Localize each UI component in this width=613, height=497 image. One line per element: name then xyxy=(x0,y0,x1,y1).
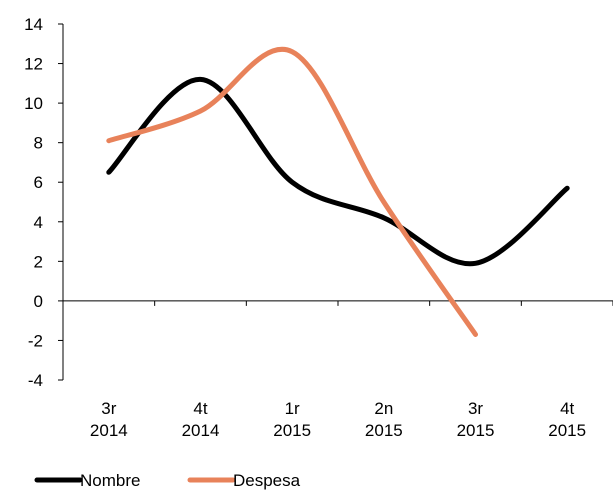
x-tick-label-line: 2014 xyxy=(182,421,220,440)
y-tick-label: 0 xyxy=(34,292,43,311)
x-tick-label: 3r 2014 xyxy=(90,399,128,440)
x-tick-label-line: 2014 xyxy=(90,421,128,440)
x-tick-label-line: 4t xyxy=(560,399,574,418)
series-line-nombre xyxy=(106,76,570,267)
x-tick-label-line: 2n xyxy=(374,399,393,418)
x-tick-label-line: 1r xyxy=(285,399,300,418)
x-tick-label: 3r 2015 xyxy=(457,399,495,440)
y-tick-label: -4 xyxy=(28,371,43,390)
y-tick-label: 2 xyxy=(34,252,43,271)
y-tick-label: 6 xyxy=(34,173,43,192)
series-lines xyxy=(106,46,570,337)
y-tick-label: 14 xyxy=(24,15,43,34)
y-tick-label: -2 xyxy=(28,331,43,350)
y-tick-label: 10 xyxy=(24,94,43,113)
y-axis: 14 12 10 8 6 4 2 0 -2 -4 xyxy=(24,15,64,390)
x-axis: 3r 2014 4t 2014 1r 2015 2n 2015 3r 2015 4t 2015 xyxy=(62,300,613,440)
x-tick-label-line: 2015 xyxy=(365,421,403,440)
x-tick-label: 4t 2015 xyxy=(548,399,586,440)
x-tick-label-line: 2015 xyxy=(548,421,586,440)
y-tick-label: 12 xyxy=(24,55,43,74)
x-tick-label-line: 2015 xyxy=(273,421,311,440)
x-tick-label-line: 3r xyxy=(468,399,483,418)
x-tick-label-line: 3r xyxy=(101,399,116,418)
x-tick-label: 1r 2015 xyxy=(273,399,311,440)
legend-label: Despesa xyxy=(233,471,301,490)
x-tick-label-line: 4t xyxy=(193,399,207,418)
x-tick-label: 2n 2015 xyxy=(365,399,403,440)
y-tick-label: 8 xyxy=(34,134,43,153)
y-tick-label: 4 xyxy=(34,213,43,232)
legend: Nombre Despesa xyxy=(34,471,301,490)
x-tick-label-line: 2015 xyxy=(457,421,495,440)
series-line-despesa xyxy=(106,46,478,337)
legend-label: Nombre xyxy=(80,471,140,490)
x-tick-label: 4t 2014 xyxy=(182,399,220,440)
